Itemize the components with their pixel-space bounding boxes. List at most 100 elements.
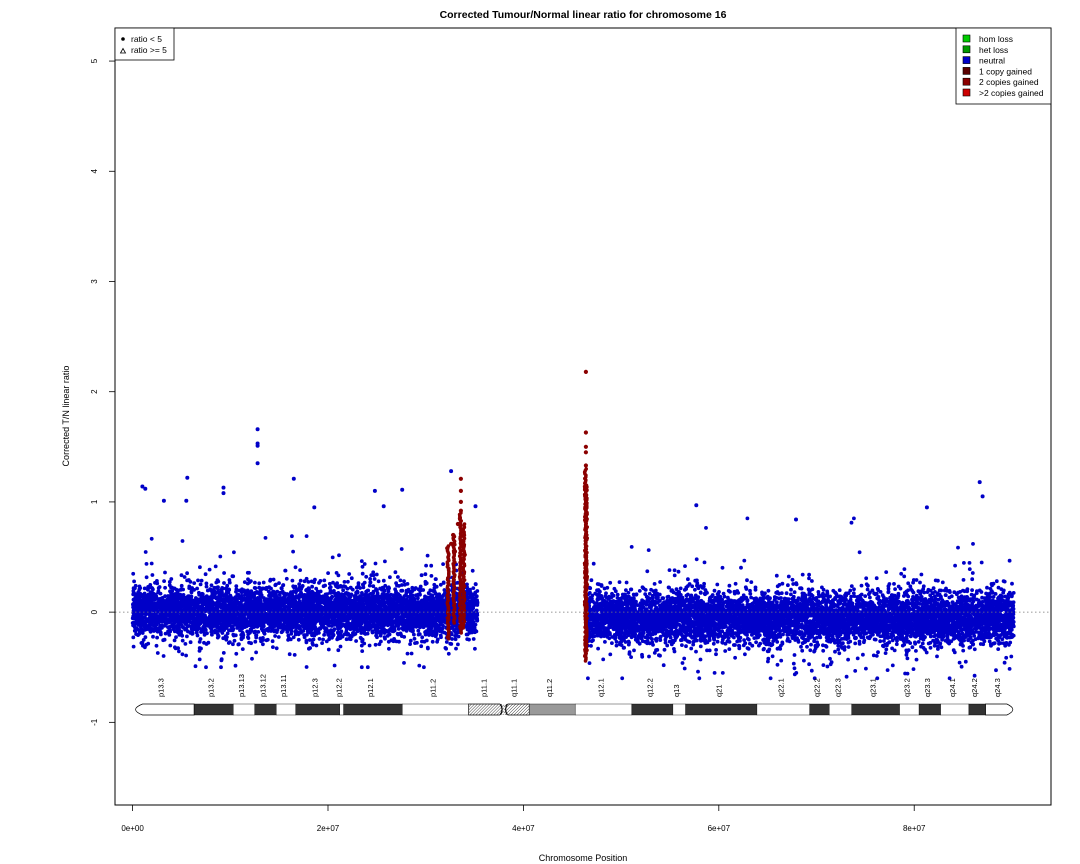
data-point <box>143 645 147 649</box>
data-point <box>430 574 434 578</box>
data-point <box>220 659 224 663</box>
data-point <box>145 562 149 566</box>
data-point <box>260 587 264 591</box>
data-point <box>336 591 340 595</box>
data-point <box>311 643 315 647</box>
data-point <box>434 633 438 637</box>
data-point <box>439 634 443 638</box>
data-point <box>214 581 218 585</box>
data-point <box>341 607 345 611</box>
data-point <box>131 572 135 576</box>
data-point <box>366 589 370 593</box>
data-point <box>456 643 460 647</box>
data-point <box>352 599 356 603</box>
data-point <box>417 633 421 637</box>
data-point <box>305 665 309 669</box>
data-point <box>247 641 251 645</box>
data-point <box>425 581 429 585</box>
data-point <box>140 623 144 627</box>
data-point <box>310 585 314 589</box>
data-point <box>323 584 327 588</box>
data-point <box>288 652 292 656</box>
data-point <box>401 597 405 601</box>
data-point <box>413 637 417 641</box>
data-point <box>227 622 231 626</box>
data-point <box>371 584 375 588</box>
data-point <box>454 637 458 641</box>
data-point <box>307 586 311 590</box>
data-point <box>146 642 150 646</box>
data-point <box>331 556 335 560</box>
data-point <box>426 646 430 650</box>
data-point <box>172 601 176 605</box>
data-point <box>354 596 358 600</box>
data-point <box>380 620 384 624</box>
data-point <box>150 562 154 566</box>
data-point <box>364 624 368 628</box>
data-point <box>222 581 226 585</box>
data-point <box>289 632 293 636</box>
data-point <box>360 559 364 563</box>
data-point <box>325 640 329 644</box>
data-point <box>281 583 285 587</box>
data-point <box>285 577 289 581</box>
data-point <box>198 565 202 569</box>
data-point <box>249 629 253 633</box>
data-point <box>412 599 416 603</box>
data-point <box>468 590 472 594</box>
data-point <box>329 585 333 589</box>
data-point <box>133 586 137 590</box>
data-point <box>413 619 417 623</box>
data-point <box>299 579 303 583</box>
data-point <box>294 565 298 569</box>
data-point <box>222 571 226 575</box>
data-point <box>307 647 311 651</box>
data-point <box>162 654 166 658</box>
data-point <box>382 579 386 583</box>
data-point <box>194 664 198 668</box>
data-point <box>406 652 410 656</box>
data-point <box>413 641 417 645</box>
data-point <box>378 607 382 611</box>
data-point <box>387 647 391 651</box>
data-point <box>215 596 219 600</box>
data-point <box>234 652 238 656</box>
data-point <box>135 613 139 617</box>
data-point <box>400 589 404 593</box>
data-point <box>383 635 387 639</box>
data-point <box>196 579 200 583</box>
data-point <box>334 594 338 598</box>
data-point <box>402 600 406 604</box>
data-point <box>420 573 424 577</box>
data-point <box>260 593 264 597</box>
data-point <box>419 588 423 592</box>
data-point <box>431 640 435 644</box>
data-point <box>227 641 231 645</box>
data-point <box>402 579 406 583</box>
data-point <box>200 579 204 583</box>
data-point <box>441 624 445 628</box>
data-point <box>273 634 277 638</box>
data-point <box>277 635 281 639</box>
data-point <box>268 579 272 583</box>
data-point <box>434 577 438 581</box>
data-point <box>317 593 321 597</box>
data-point <box>132 580 136 584</box>
data-point <box>424 564 428 568</box>
data-point <box>317 596 321 600</box>
data-point <box>360 649 364 653</box>
data-point <box>375 635 379 639</box>
data-point <box>416 593 420 597</box>
data-point <box>248 580 252 584</box>
data-point <box>341 588 345 592</box>
data-point <box>246 571 250 575</box>
data-point <box>203 625 207 629</box>
data-point <box>180 584 184 588</box>
data-point <box>465 633 469 637</box>
data-point <box>471 586 475 590</box>
data-point <box>467 638 471 642</box>
data-point <box>393 587 397 591</box>
data-point <box>169 586 173 590</box>
data-point <box>343 596 347 600</box>
